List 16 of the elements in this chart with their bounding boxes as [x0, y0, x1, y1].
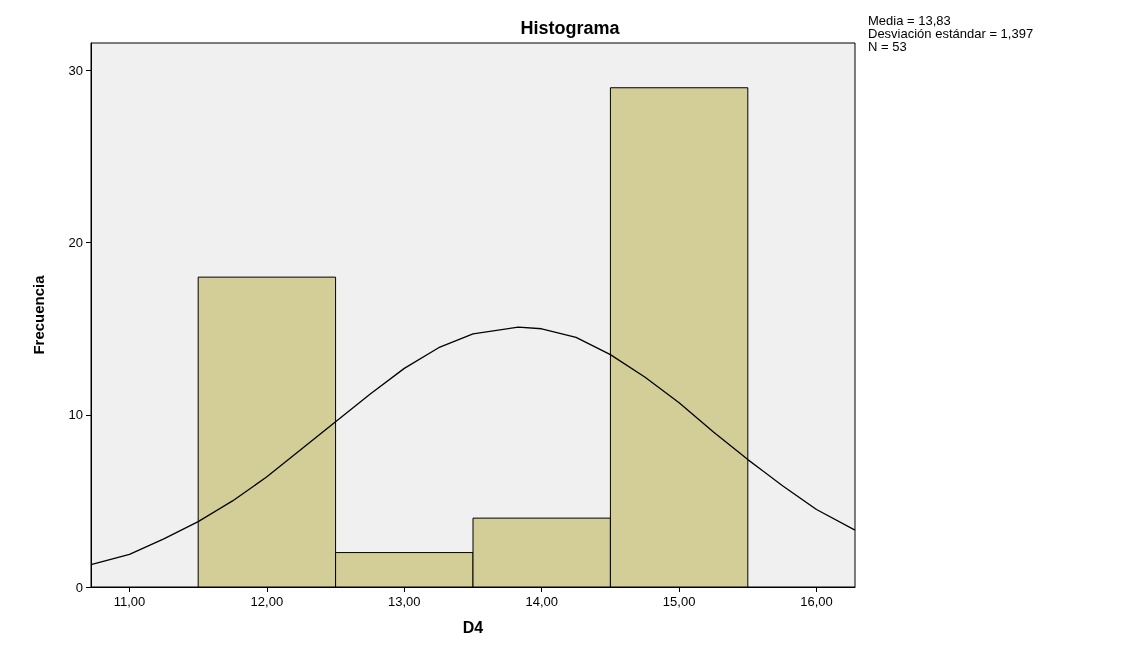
text: Media = 13,83 [868, 13, 951, 28]
x-tick-label: 13,00 [388, 594, 421, 609]
x-tick-label: 11,00 [113, 594, 146, 609]
text: Desviación estándar = 1,397 [868, 26, 1034, 41]
y-tick-label: 20 [68, 235, 83, 251]
x-tick-label: 16,00 [800, 594, 833, 609]
x-tick-label: 14,00 [525, 594, 558, 609]
y-tick-label: 0 [75, 579, 83, 595]
y-tick-label: 30 [68, 63, 83, 79]
text: N = 53 [868, 39, 907, 54]
y-tick-label: 10 [68, 407, 83, 423]
y-axis-title: Frecuencia [30, 274, 47, 355]
x-tick-label: 12,00 [250, 594, 284, 609]
x-tick-label: 15,00 [662, 594, 696, 609]
chart-title: Histograma [520, 18, 621, 38]
x-axis-title: D4 [462, 618, 484, 636]
